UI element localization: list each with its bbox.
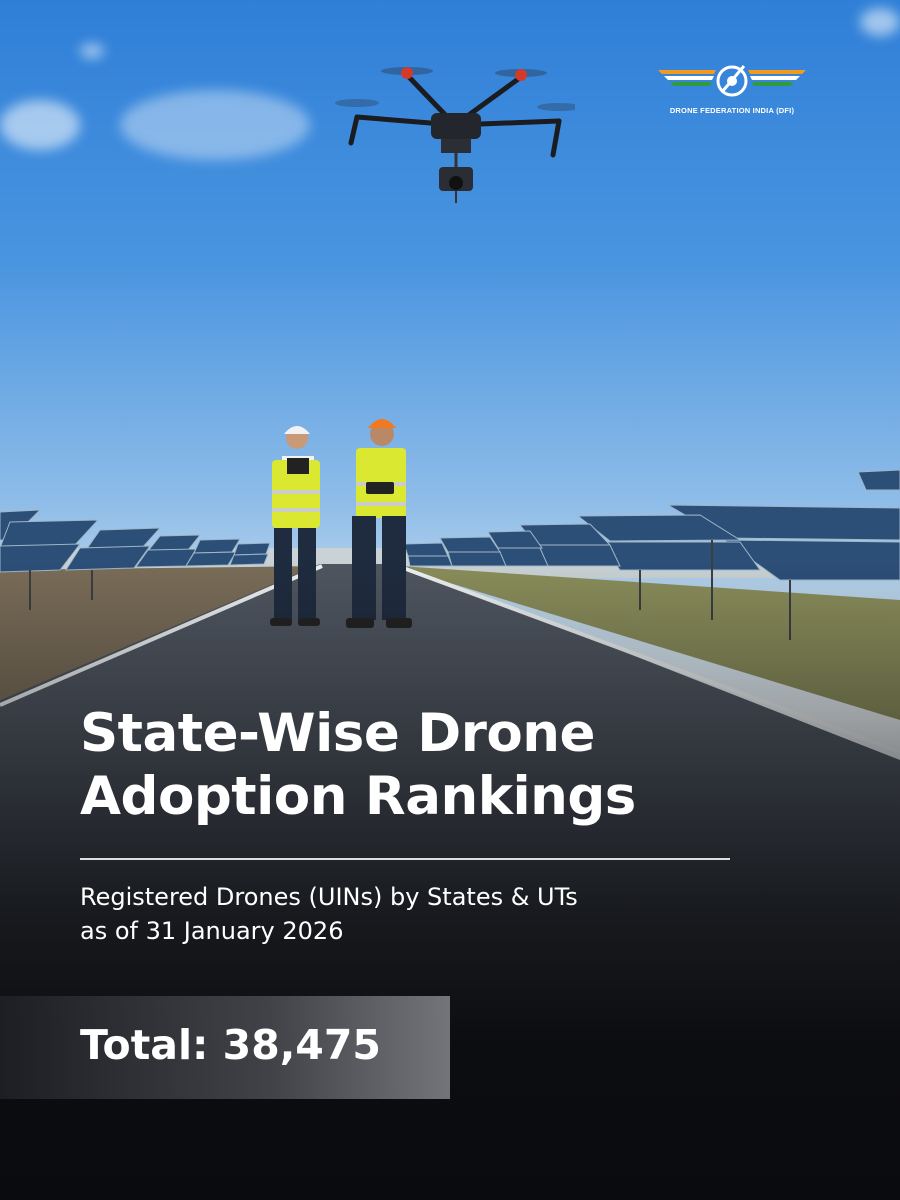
cloud — [0, 100, 80, 150]
subtitle-line-1: Registered Drones (UINs) by States & UTs — [80, 883, 578, 911]
cloud — [860, 8, 900, 36]
dfi-logo-icon — [658, 65, 806, 97]
cloud — [80, 44, 104, 58]
cloud — [120, 90, 310, 160]
headline: State-Wise Drone Adoption Rankings — [80, 702, 840, 828]
headline-line-2: Adoption Rankings — [80, 766, 636, 827]
subtitle-line-2: as of 31 January 2026 — [80, 917, 344, 945]
headline-line-1: State-Wise Drone — [80, 703, 595, 764]
dfi-logo-text: DRONE FEDERATION INDIA (DFI) — [669, 106, 795, 115]
total-count: Total: 38,475 — [80, 1021, 381, 1069]
subtitle: Registered Drones (UINs) by States & UTs… — [80, 880, 780, 948]
drone-icon — [335, 67, 575, 203]
dfi-logo: DRONE FEDERATION INDIA (DFI) — [656, 64, 808, 120]
divider — [80, 858, 730, 860]
total-banner — [0, 996, 450, 1099]
